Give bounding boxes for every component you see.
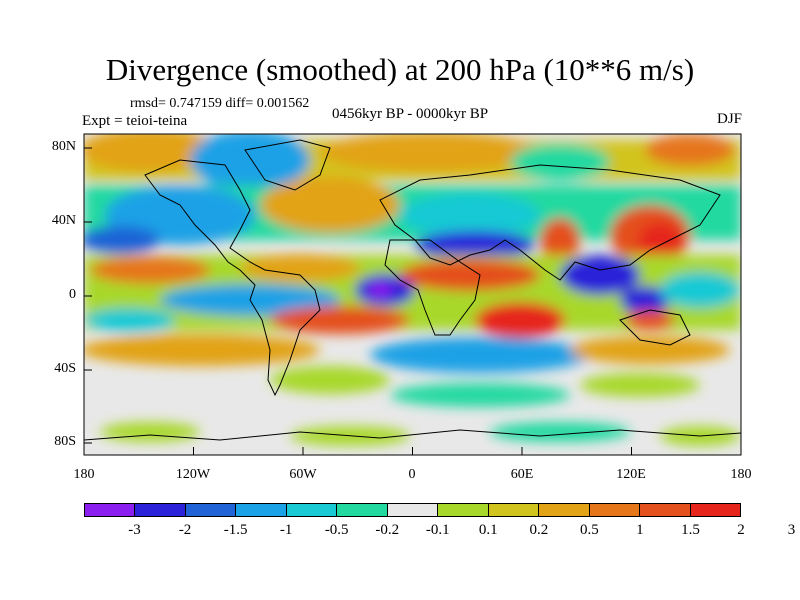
colorbar-label: 1 — [636, 522, 644, 538]
colorbar — [84, 503, 741, 517]
y-tick-label: 40N — [51, 213, 76, 228]
experiment-label: Expt = teioi-teina — [82, 113, 188, 129]
y-tick-label: 0 — [69, 287, 76, 302]
colorbar-segment — [640, 504, 691, 516]
x-tick-label: 180 — [730, 467, 752, 482]
colorbar-segment — [286, 504, 338, 516]
colorbar-segment — [337, 504, 388, 516]
colorbar-label: 3 — [787, 522, 796, 538]
coastlines — [84, 139, 741, 441]
colorbar-label: -0.5 — [324, 522, 349, 538]
colorbar-label: -2 — [178, 522, 192, 538]
colorbar-segment — [236, 504, 287, 516]
season-label: DJF — [716, 111, 742, 127]
colorbar-label: -0.1 — [425, 522, 450, 538]
colorbar-segment — [387, 504, 439, 516]
x-tick-label: 180 — [73, 467, 95, 482]
y-tick-label: 80N — [51, 139, 76, 154]
x-tick-label: 0 — [408, 467, 416, 482]
y-tick-label: 40S — [54, 361, 76, 376]
colorbar-label: 0.5 — [580, 522, 599, 538]
colorbar-label: -0.2 — [375, 522, 400, 538]
colorbar-label: -1.5 — [223, 522, 248, 538]
colorbar-segment — [135, 504, 186, 516]
colorbar-label: 2 — [737, 522, 745, 538]
period-label: 0456kyr BP - 0000kyr BP — [331, 106, 489, 122]
map-field — [84, 134, 741, 455]
colorbar-segment — [690, 504, 741, 516]
rmsd-diff-stats: rmsd= 0.747159 diff= 0.001562 — [130, 96, 310, 111]
x-tick-label: 120W — [175, 467, 211, 482]
colorbar-segment — [85, 504, 136, 516]
colorbar-segment — [438, 504, 489, 516]
colorbar-segment — [539, 504, 590, 516]
x-tick-label: 120E — [616, 467, 646, 482]
colorbar-label: 1.5 — [681, 522, 700, 538]
map-ticks — [83, 147, 742, 455]
colorbar-label: 0.1 — [478, 522, 498, 538]
x-tick-label: 60W — [289, 467, 317, 482]
page-title: Divergence (smoothed) at 200 hPa (10**6 … — [105, 52, 695, 87]
colorbar-label: -1 — [279, 522, 293, 538]
colorbar-label: -3 — [128, 522, 141, 538]
y-tick-label: 80S — [54, 434, 76, 449]
colorbar-segment — [185, 504, 237, 516]
colorbar-label: 0.2 — [529, 522, 549, 538]
colorbar-segment — [488, 504, 540, 516]
colorbar-segment — [589, 504, 641, 516]
x-tick-label: 60E — [510, 467, 534, 482]
